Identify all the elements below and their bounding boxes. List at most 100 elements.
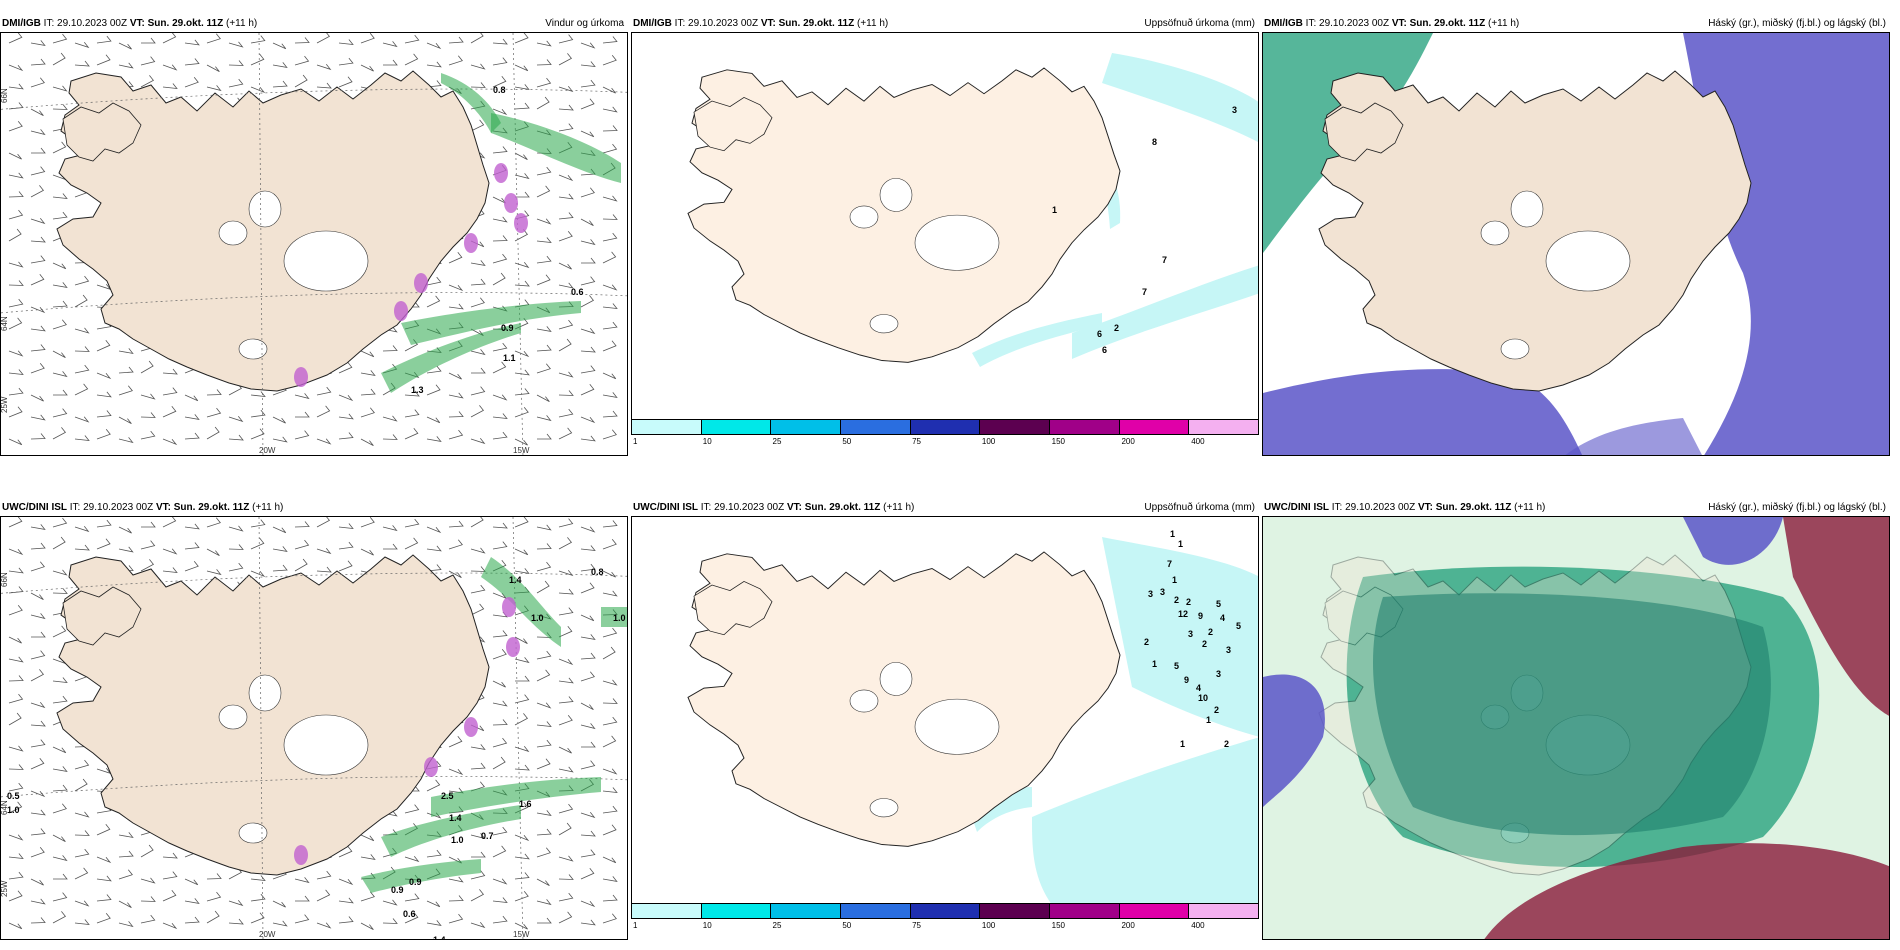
wind-barb [8,172,24,179]
wind-barb [30,613,46,620]
wind-barb [52,52,66,66]
wind-barb [602,805,618,814]
legend-tick: 400 [1191,921,1205,930]
wind-barb [140,393,156,400]
map-area[interactable]: 66N 64N 20W 15W 25W 0.8 0.6 0.9 1.1 1.3 [0,32,628,456]
wind-barb [316,438,332,445]
wind-barb [250,409,266,418]
wind-barb [30,669,45,682]
wind-barb [536,878,550,886]
wind-barb [272,564,288,572]
map-area[interactable]: 66N 64N 20W 15W 25W 0.8 1.4 1.0 1.0 0.5 1.0 2.5 1.4 1… [0,516,628,940]
wind-barb [295,411,310,418]
wind-barb [30,236,46,243]
legend-tick: 200 [1121,921,1135,930]
vt-value: Sun. 29.okt. 11Z [804,502,881,513]
glacier-myrdalsjokull [238,338,268,360]
wind-barb [448,303,464,310]
wind-barb [338,362,353,374]
wind-barb [514,33,529,44]
accumulation-label: 1 [1178,539,1183,549]
iceland-landmass [687,67,1121,363]
wind-barb [426,779,441,792]
wind-barb [228,60,244,66]
wind-barb [404,428,419,440]
wind-barb [96,538,111,550]
wind-barb [360,922,374,930]
wind-barb [514,746,530,753]
wind-barb [448,411,464,418]
wind-barb [74,759,90,770]
panel-precip-dmi: DMI/IGB IT: 29.10.2023 00Z VT: Sun. 29.o… [631,10,1259,456]
wind-barb [426,545,442,552]
wind-barb [426,384,441,396]
precip-value-label: 1.0 [531,613,544,623]
wind-barb [96,54,111,66]
wind-barb [558,658,574,666]
wind-barb [470,603,485,616]
wind-barb [470,119,485,132]
map-svg: 3 8 1 7 7 2 66 [687,53,1258,367]
accumulation-label: 9 [1184,675,1189,685]
wind-barb [8,656,24,663]
wind-barb [514,173,530,180]
wind-barb [52,427,67,440]
it-value: 29.10.2023 00Z [83,502,154,513]
lon-line-20w [258,33,264,455]
westfjords [62,586,142,646]
wind-barb [30,758,45,770]
wind-barb [52,85,68,92]
wind-barb [426,416,441,424]
wind-barb [536,77,552,88]
legend-tick: 150 [1051,437,1066,446]
panel-header: DMI/IGB IT: 29.10.2023 00Z VT: Sun. 29.o… [631,16,1259,32]
wind-barb [580,42,596,49]
wind-barb [228,525,244,532]
wind-barb [294,914,310,924]
wind-barb [272,416,286,424]
vt-value: Sun. 29.okt. 11Z [778,18,855,29]
heavy-precip-cell [414,273,428,293]
heavy-precip-cell [514,213,528,233]
axis-label: 25W [1,396,9,413]
wind-barb [404,856,420,863]
wind-barb [338,878,354,886]
wind-barb [470,82,486,88]
heavy-precip-cell [504,193,518,213]
legend-tick: 75 [912,921,922,930]
wind-barb [30,306,46,314]
model-name: UWC/DINI ISL [2,502,67,513]
wind-barb [8,191,24,198]
legend-swatch [632,904,702,918]
wind-barb [96,372,112,380]
wind-barb [52,262,67,270]
glacier-myrdalsjokull [869,798,899,818]
wind-barb [118,921,134,928]
wind-barb [52,834,66,842]
wind-barb [448,520,464,528]
map-area[interactable] [1262,516,1890,940]
axis-label: 64N [1,316,9,331]
precip-band [401,301,581,345]
map-area[interactable] [1262,32,1890,456]
wind-barb [250,54,265,66]
iceland-landmass [1318,70,1752,392]
accumulation-label: 3 [1160,587,1165,597]
wind-barb [8,152,22,160]
wind-barb [602,716,618,726]
wind-barb [184,76,199,88]
wind-barb [162,33,177,44]
wind-barb [602,251,617,264]
wind-barb [492,431,508,440]
map-area[interactable]: 1 1 7 1 2 3 3 2 12 9 5 3 2 1 5 9 4 10 2 2 2 4 5 3 3 1 2 1 [631,516,1259,904]
wind-barb [294,74,308,88]
westfjords [1324,102,1404,162]
wind-barb [580,384,595,396]
wind-barb [536,185,551,198]
wind-barb [295,895,310,902]
wind-barb [581,741,596,748]
map-svg: 66N 64N 20W 15W 25W 0.8 0.6 0.9 1.1 1.3 [1,33,627,455]
wind-barb [30,344,46,352]
accumulation-label: 10 [1198,693,1208,703]
